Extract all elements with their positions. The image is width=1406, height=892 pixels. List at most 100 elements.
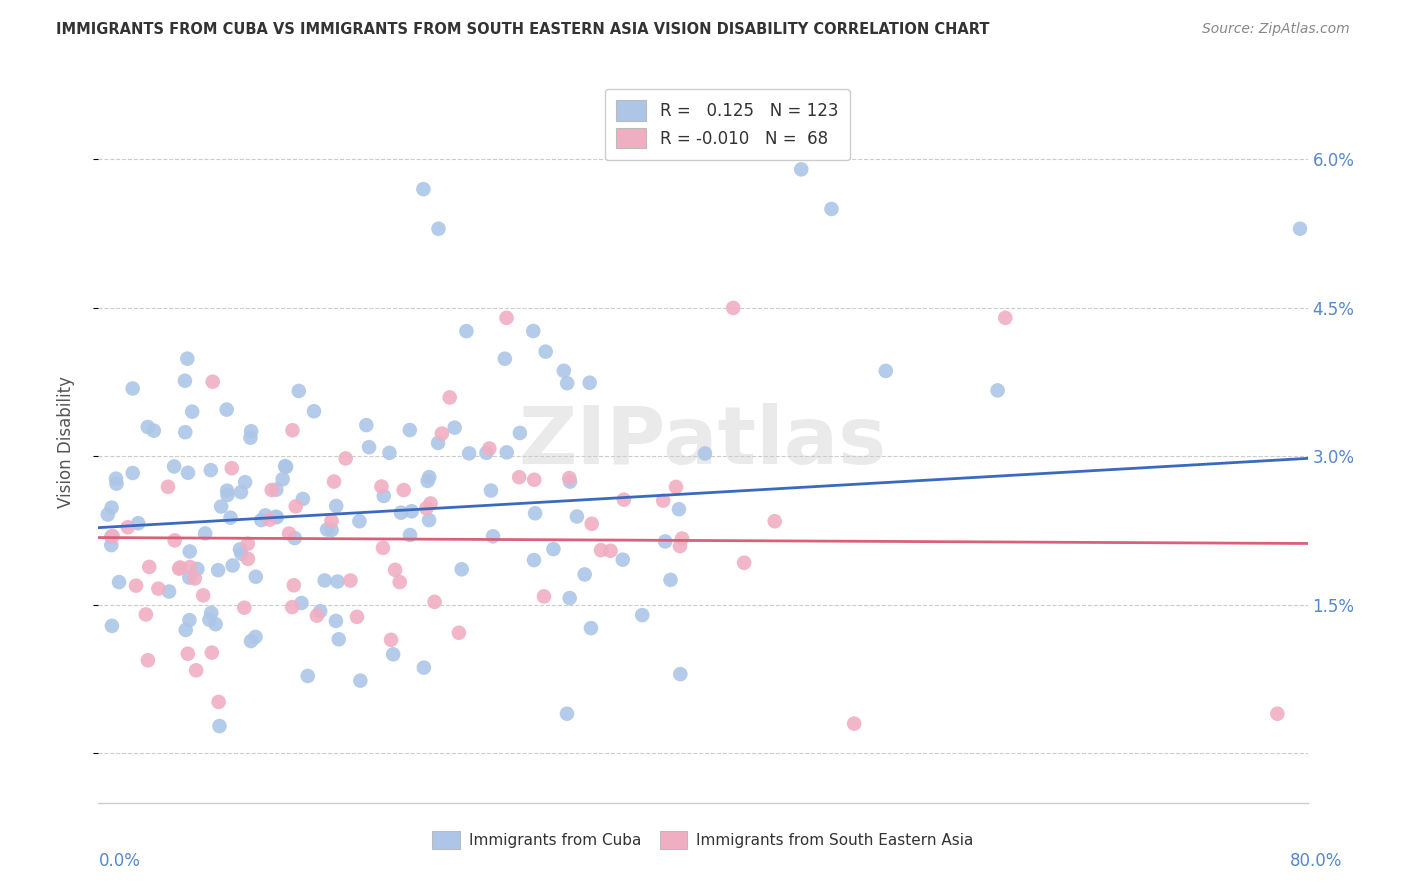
Point (271, 472, 294, 486)
Point (136, 420, 159, 434)
Point (193, 588, 215, 602)
Point (314, 574, 336, 588)
Point (321, 514, 343, 528)
Point (371, 541, 394, 555)
Point (652, 493, 675, 508)
Point (174, 623, 197, 637)
Point (356, 418, 378, 433)
Point (456, 324, 478, 338)
Point (207, 695, 229, 709)
Text: IMMIGRANTS FROM CUBA VS IMMIGRANTS FROM SOUTH EASTERN ASIA VISION DISABILITY COR: IMMIGRANTS FROM CUBA VS IMMIGRANTS FROM … (56, 22, 990, 37)
Point (384, 563, 406, 577)
Point (543, 542, 565, 557)
Point (309, 604, 332, 618)
Point (245, 570, 267, 584)
Point (254, 508, 277, 523)
Point (659, 573, 682, 587)
Point (335, 451, 357, 466)
Point (177, 466, 200, 480)
Point (174, 425, 197, 439)
Point (558, 475, 581, 489)
Point (523, 553, 546, 567)
Text: 80.0%: 80.0% (1291, 852, 1343, 870)
Point (184, 572, 207, 586)
Point (100, 538, 122, 552)
Point (179, 613, 201, 627)
Point (599, 543, 621, 558)
Point (668, 502, 690, 516)
Point (418, 513, 440, 527)
Point (443, 420, 465, 434)
Point (1289, 221, 1312, 235)
Point (179, 560, 201, 574)
Point (281, 423, 304, 437)
Point (179, 544, 201, 558)
Point (482, 529, 505, 543)
Point (321, 523, 343, 537)
Point (208, 719, 231, 733)
Point (382, 648, 405, 662)
Point (398, 423, 420, 437)
Point (136, 653, 159, 667)
Point (412, 660, 434, 674)
Point (181, 405, 204, 419)
Point (169, 560, 191, 574)
Point (423, 595, 446, 609)
Point (578, 376, 600, 390)
Point (349, 673, 371, 688)
Point (326, 574, 349, 589)
Point (349, 514, 371, 528)
Point (389, 506, 412, 520)
Y-axis label: Vision Disability: Vision Disability (56, 376, 75, 508)
Point (392, 483, 415, 497)
Point (412, 182, 434, 196)
Point (524, 506, 547, 520)
Point (221, 461, 243, 475)
Point (274, 459, 297, 474)
Point (380, 632, 402, 647)
Point (297, 669, 319, 683)
Point (204, 617, 226, 632)
Point (138, 560, 160, 574)
Point (654, 534, 676, 549)
Point (522, 324, 544, 338)
Point (508, 470, 530, 484)
Legend: Immigrants from Cuba, Immigrants from South Eastern Asia: Immigrants from Cuba, Immigrants from So… (425, 823, 981, 856)
Point (100, 500, 122, 515)
Point (323, 475, 346, 489)
Point (388, 575, 411, 590)
Point (665, 480, 688, 494)
Point (693, 446, 716, 460)
Point (127, 516, 149, 531)
Point (534, 344, 557, 359)
Point (121, 466, 143, 480)
Point (589, 543, 612, 558)
Point (198, 613, 221, 627)
Point (439, 391, 461, 405)
Point (201, 646, 224, 660)
Point (264, 483, 287, 497)
Point (281, 600, 304, 615)
Point (231, 547, 253, 561)
Point (264, 509, 287, 524)
Point (305, 608, 328, 623)
Point (239, 431, 262, 445)
Point (157, 584, 180, 599)
Point (346, 610, 368, 624)
Point (790, 162, 813, 177)
Point (509, 425, 531, 440)
Point (236, 537, 259, 551)
Point (533, 590, 555, 604)
Point (669, 539, 692, 553)
Point (875, 364, 897, 378)
Point (125, 579, 148, 593)
Point (558, 471, 581, 485)
Point (221, 558, 243, 573)
Point (148, 582, 170, 596)
Point (555, 706, 578, 721)
Point (288, 384, 311, 398)
Point (631, 608, 654, 623)
Point (555, 376, 578, 391)
Point (259, 513, 281, 527)
Point (217, 488, 239, 502)
